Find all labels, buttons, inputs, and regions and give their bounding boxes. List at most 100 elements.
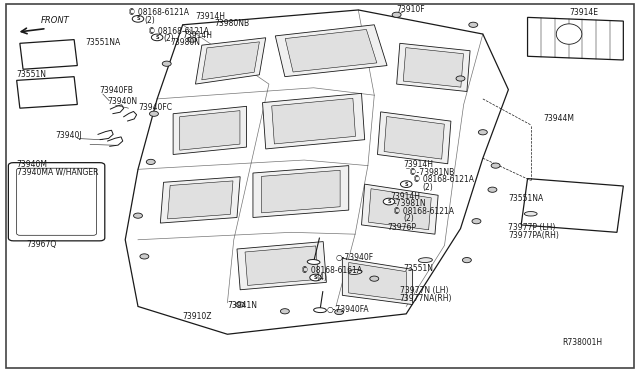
Polygon shape <box>262 93 365 149</box>
Polygon shape <box>342 258 413 305</box>
Text: 73977P (LH): 73977P (LH) <box>508 223 556 232</box>
Circle shape <box>463 257 471 263</box>
Polygon shape <box>17 77 77 108</box>
Text: 73980NB: 73980NB <box>214 19 250 29</box>
Text: © 08168-6121A: © 08168-6121A <box>394 207 454 216</box>
Polygon shape <box>369 189 431 230</box>
Ellipse shape <box>348 269 362 275</box>
Polygon shape <box>403 48 463 87</box>
Text: 73976P: 73976P <box>387 223 416 232</box>
Text: ©-73981NB: ©-73981NB <box>410 168 454 177</box>
Text: 73940FB: 73940FB <box>100 86 134 95</box>
Text: © 08168-6161A: © 08168-6161A <box>301 266 362 275</box>
Text: 73941N: 73941N <box>227 301 257 310</box>
Circle shape <box>478 130 487 135</box>
Text: 73914E: 73914E <box>569 9 598 17</box>
Text: 73914H: 73914H <box>390 192 420 201</box>
Text: (2): (2) <box>422 183 433 192</box>
Text: ○-73940FA: ○-73940FA <box>326 305 369 314</box>
Circle shape <box>383 198 395 205</box>
Polygon shape <box>349 263 406 301</box>
Text: (2): (2) <box>403 214 414 223</box>
Polygon shape <box>237 241 326 290</box>
Circle shape <box>140 254 149 259</box>
Text: 73551N: 73551N <box>17 70 47 78</box>
FancyBboxPatch shape <box>17 168 97 235</box>
Circle shape <box>163 61 172 66</box>
Polygon shape <box>262 170 340 213</box>
Text: 73977PA(RH): 73977PA(RH) <box>508 231 559 240</box>
Circle shape <box>491 163 500 168</box>
Polygon shape <box>125 10 508 334</box>
Text: 73914H: 73914H <box>182 31 212 39</box>
Circle shape <box>152 34 163 41</box>
Text: © 08168-6121A: © 08168-6121A <box>129 9 189 17</box>
Circle shape <box>134 213 143 218</box>
Circle shape <box>335 310 344 315</box>
Polygon shape <box>202 42 259 80</box>
Text: 73551N: 73551N <box>403 264 433 273</box>
Text: 73914H: 73914H <box>403 160 433 169</box>
Text: (2): (2) <box>145 16 155 25</box>
Text: FRONT: FRONT <box>40 16 69 25</box>
Circle shape <box>147 159 156 164</box>
Polygon shape <box>20 39 77 69</box>
Circle shape <box>188 37 196 42</box>
Polygon shape <box>180 110 240 150</box>
Ellipse shape <box>307 260 320 264</box>
Circle shape <box>468 22 477 28</box>
Text: -73981N: -73981N <box>394 199 426 208</box>
Circle shape <box>456 76 465 81</box>
Text: 73944M: 73944M <box>543 114 575 123</box>
Polygon shape <box>173 106 246 154</box>
Polygon shape <box>521 179 623 232</box>
FancyBboxPatch shape <box>8 163 105 241</box>
Polygon shape <box>245 246 318 285</box>
Text: 73914H: 73914H <box>195 12 225 21</box>
Text: 73940MA W/HANGER: 73940MA W/HANGER <box>17 168 98 177</box>
Text: S: S <box>404 182 408 187</box>
Circle shape <box>488 187 497 192</box>
Polygon shape <box>195 38 266 84</box>
Ellipse shape <box>314 308 326 312</box>
Polygon shape <box>168 181 233 219</box>
Polygon shape <box>527 17 623 60</box>
Polygon shape <box>272 98 355 144</box>
Text: 73967Q: 73967Q <box>26 240 56 249</box>
Polygon shape <box>378 112 451 164</box>
Text: 73940J: 73940J <box>55 131 82 140</box>
Circle shape <box>310 274 321 281</box>
Text: S: S <box>136 16 140 21</box>
Text: (4): (4) <box>317 273 328 282</box>
Polygon shape <box>285 29 377 72</box>
Circle shape <box>472 219 481 224</box>
Polygon shape <box>397 43 470 92</box>
Circle shape <box>392 12 401 17</box>
Circle shape <box>370 276 379 281</box>
Circle shape <box>236 302 244 307</box>
Text: (2): (2) <box>164 34 174 43</box>
Text: S: S <box>156 35 159 40</box>
Polygon shape <box>253 166 349 218</box>
Polygon shape <box>362 184 438 234</box>
Polygon shape <box>275 25 387 77</box>
Ellipse shape <box>556 24 582 44</box>
Polygon shape <box>161 177 240 223</box>
Text: 73910Z: 73910Z <box>182 312 212 321</box>
Text: 73940N: 73940N <box>108 97 138 106</box>
Ellipse shape <box>419 258 433 263</box>
Text: S: S <box>387 199 390 204</box>
Text: S: S <box>314 275 317 280</box>
Text: 73940M: 73940M <box>17 160 47 169</box>
Text: 73940FC: 73940FC <box>138 103 172 112</box>
Text: R738001H: R738001H <box>563 338 603 347</box>
Text: © 08168-6121A: © 08168-6121A <box>413 175 474 184</box>
Text: 73980N: 73980N <box>170 38 200 47</box>
Text: 73551NA: 73551NA <box>85 38 120 47</box>
Circle shape <box>150 111 159 116</box>
Ellipse shape <box>524 212 537 216</box>
Circle shape <box>401 181 412 187</box>
Text: 73977NA(RH): 73977NA(RH) <box>400 294 452 303</box>
Circle shape <box>132 16 144 22</box>
Text: 73551NA: 73551NA <box>508 194 543 203</box>
